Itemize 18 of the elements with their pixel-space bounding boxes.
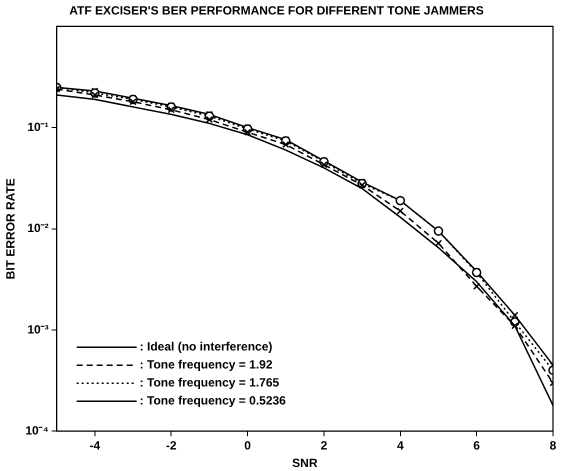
y-tick-label: 10⁻² <box>27 221 49 236</box>
legend-label: : Tone frequency = 0.5236 <box>140 394 286 408</box>
legend-label: : Ideal (no interference) <box>140 340 272 354</box>
y-tick-label: 10⁻⁴ <box>25 424 49 438</box>
x-tick-label: 4 <box>396 438 404 453</box>
x-axis-title: SNR <box>292 456 318 470</box>
legend-label: : Tone frequency = 1.92 <box>140 358 273 372</box>
y-tick-label: 10⁻³ <box>27 322 49 336</box>
x-tick-label: 6 <box>473 438 480 453</box>
chart-title: ATF EXCISER'S BER PERFORMANCE FOR DIFFERENT TONE JAMMERS <box>69 4 484 18</box>
x-tick-label: 0 <box>244 438 252 453</box>
x-tick-label: -4 <box>90 438 101 453</box>
x-tick-label: 2 <box>320 438 328 453</box>
y-tick-label: 10⁻¹ <box>27 120 49 134</box>
legend-label: : Tone frequency = 1.765 <box>140 376 280 390</box>
x-tick-label: 8 <box>550 438 557 453</box>
y-axis-title: BIT ERROR RATE <box>4 178 18 280</box>
x-tick-label: -2 <box>166 438 177 453</box>
